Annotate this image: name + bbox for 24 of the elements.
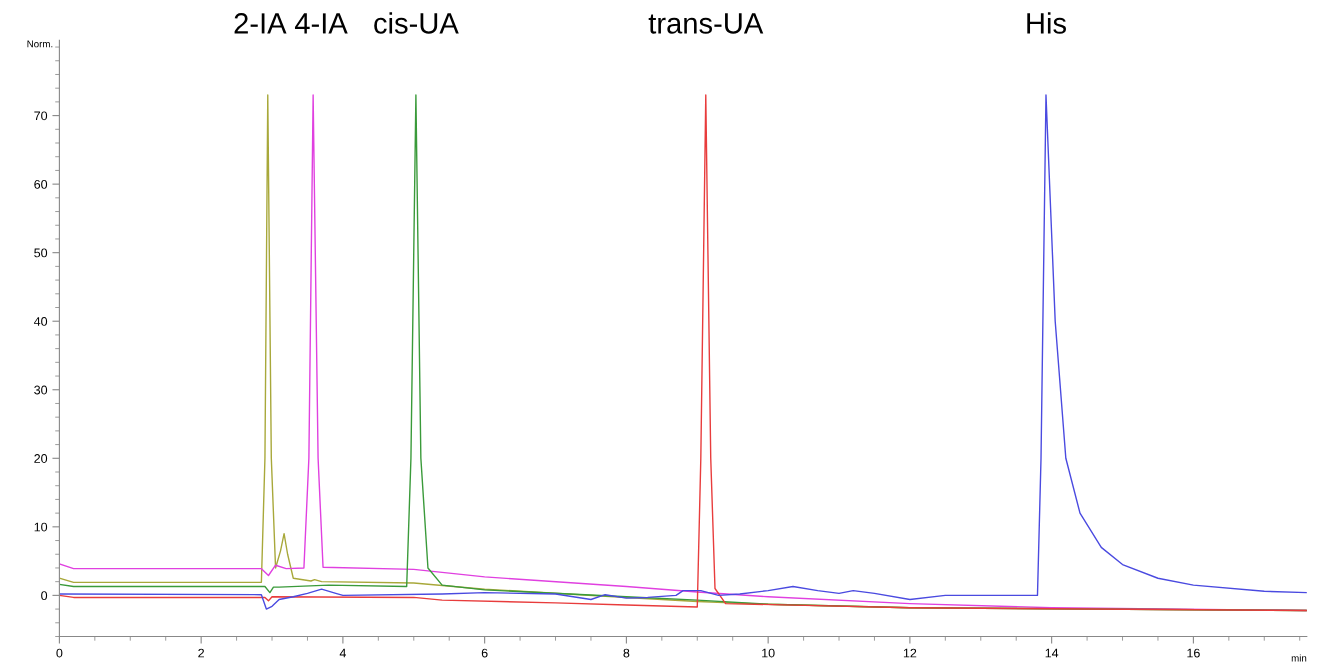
x-tick-label: 16 bbox=[1187, 648, 1200, 658]
y-tick-label: 0 bbox=[41, 591, 48, 601]
annotation: 2-IA bbox=[234, 13, 287, 34]
annotation: His bbox=[1027, 12, 1066, 34]
annotation: 4-IA bbox=[294, 13, 348, 34]
y-axis-title: Norm. bbox=[27, 40, 53, 48]
annotation: trans-UA bbox=[648, 13, 764, 34]
x-tick-label: 12 bbox=[903, 648, 917, 658]
x-axis-title: min bbox=[1291, 654, 1307, 662]
x-tick-label: 0 bbox=[56, 648, 63, 658]
y-tick-label: 30 bbox=[34, 385, 48, 395]
y-tick-label: 50 bbox=[34, 248, 48, 258]
x-tick-label: 6 bbox=[481, 648, 488, 658]
y-tick-label: 20 bbox=[34, 454, 48, 463]
x-tick-label: 10 bbox=[762, 648, 775, 658]
y-tick-label: 10 bbox=[34, 522, 48, 532]
annotation: cis-UA bbox=[374, 12, 459, 34]
x-tick-label: 2 bbox=[198, 648, 204, 658]
x-tick-label: 14 bbox=[1045, 648, 1059, 658]
y-tick-label: 70 bbox=[34, 111, 48, 121]
x-tick-label: 4 bbox=[339, 648, 347, 658]
y-tick-label: 60 bbox=[34, 179, 48, 189]
y-tick-label: 40 bbox=[33, 317, 48, 326]
x-tick-label: 8 bbox=[623, 648, 630, 658]
